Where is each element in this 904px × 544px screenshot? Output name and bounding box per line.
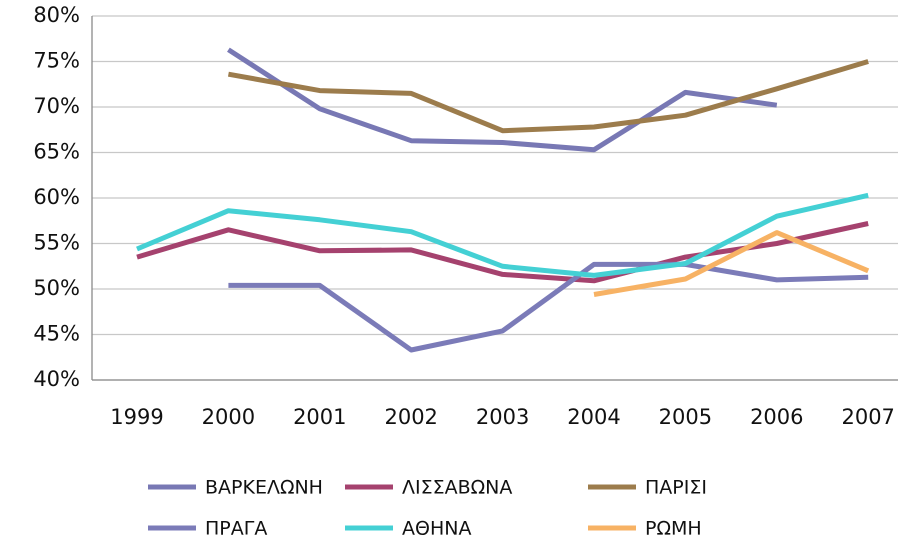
x-tick-label: 2002: [384, 405, 437, 429]
x-tick-label: 2006: [750, 405, 803, 429]
legend-label: ΠΑΡΙΣΙ: [645, 477, 707, 499]
series-line: [593, 230, 870, 297]
x-tick-label: 2005: [659, 405, 712, 429]
series-line: [136, 221, 869, 284]
x-tick-label: 2004: [567, 405, 620, 429]
y-tick-label: 75%: [33, 49, 80, 73]
y-tick-label: 40%: [33, 367, 80, 391]
x-tick-label: 2001: [293, 405, 346, 429]
series-line: [227, 47, 778, 153]
y-tick-label: 70%: [33, 94, 80, 118]
x-tick-label: 1999: [110, 405, 163, 429]
legend-label: ΡΩΜΗ: [645, 518, 702, 540]
y-tick-label: 60%: [33, 185, 80, 209]
y-tick-label: 55%: [33, 231, 80, 255]
legend-label: ΑΘΗΝΑ: [402, 518, 471, 540]
x-tick-label: 2007: [841, 405, 894, 429]
legend-label: ΛΙΣΣΑΒΩΝΑ: [402, 477, 512, 499]
x-tick-label: 2000: [202, 405, 255, 429]
series-line: [227, 59, 869, 134]
x-tick-label: 2003: [476, 405, 529, 429]
legend-label: ΒΑΡΚΕΛΩΝΗ: [205, 477, 323, 499]
y-tick-label: 80%: [33, 3, 80, 27]
y-tick-label: 45%: [33, 322, 80, 346]
series-line: [228, 261, 869, 353]
legend-label: ΠΡΑΓΑ: [205, 518, 267, 540]
series-line: [136, 192, 869, 278]
y-tick-label: 65%: [33, 140, 80, 164]
y-tick-label: 50%: [33, 276, 80, 300]
